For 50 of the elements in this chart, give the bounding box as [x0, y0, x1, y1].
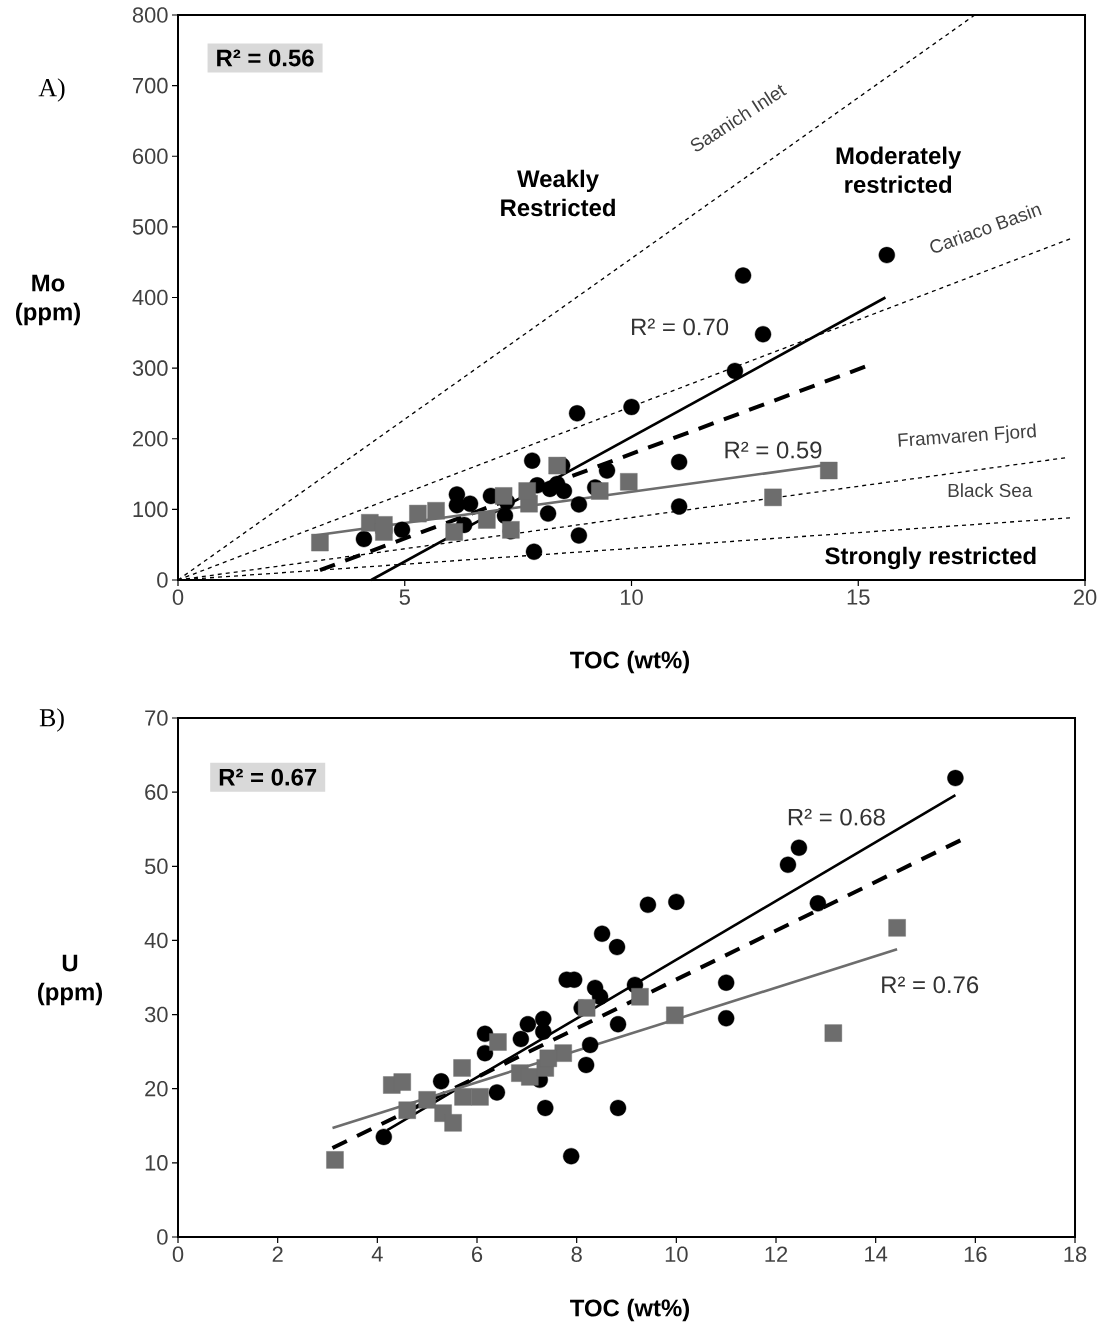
y-tick-label: 500	[132, 219, 168, 235]
y-tick-label: 400	[132, 289, 168, 306]
annotation: R² = 0.76	[882, 976, 979, 994]
x-tick-label: 15	[847, 589, 870, 605]
y-tick-label: 200	[133, 430, 168, 447]
annotation: R² = 0.56	[217, 49, 314, 67]
x-tick-label: 5	[399, 589, 410, 605]
y-tick-label: 40	[144, 932, 168, 949]
y-tick-label: 50	[144, 858, 168, 875]
annotation: Black Sea	[948, 483, 1033, 498]
y-tick-label: 600	[133, 148, 168, 164]
annotation: Moderately restricted	[836, 146, 962, 194]
y-tick-label: 0	[157, 1229, 168, 1245]
y-tick-label: 20	[145, 1080, 168, 1097]
y-tick-label: 70	[145, 710, 168, 726]
y-tick-label: 800	[132, 7, 168, 23]
annotation: Cariaco Basin	[930, 205, 1042, 253]
annotation: Strongly restricted	[825, 546, 1036, 570]
y-axis-title: U (ppm)	[37, 954, 102, 1006]
x-tick-label: 12	[765, 1246, 788, 1262]
x-tick-label: 20	[1073, 589, 1097, 606]
x-axis-title: TOC (wt%)	[570, 650, 690, 674]
x-tick-label: 10	[620, 589, 643, 606]
x-tick-label: 8	[571, 1246, 582, 1263]
x-tick-label: 4	[371, 1246, 383, 1262]
y-tick-label: 300	[132, 360, 168, 376]
y-axis-title: Mo (ppm)	[15, 274, 80, 326]
annotation: R² = 0.67	[219, 768, 317, 786]
annotation: R² = 0.68	[788, 808, 885, 826]
x-tick-label: 6	[472, 1246, 483, 1263]
annotation: Framvaren Fjord	[898, 423, 1036, 447]
y-tick-label: 0	[157, 572, 168, 588]
annotation: Weakly Restricted	[501, 169, 615, 217]
text: A)	[38, 78, 65, 102]
annotation: R² = 0.59	[725, 441, 822, 459]
x-tick-label: 2	[272, 1246, 283, 1262]
x-tick-label: 16	[964, 1246, 987, 1263]
x-tick-label: 14	[865, 1246, 888, 1262]
y-tick-label: 700	[133, 77, 168, 94]
x-tick-label: 18	[1064, 1246, 1087, 1263]
y-tick-label: 60	[145, 784, 168, 800]
x-tick-label: 0	[172, 1246, 184, 1263]
y-tick-label: 100	[133, 501, 168, 518]
y-tick-label: 10	[145, 1155, 168, 1171]
annotation: R² = 0.70	[632, 318, 729, 336]
chart-title: B)	[39, 708, 64, 732]
x-tick-label: 10	[665, 1246, 688, 1263]
y-tick-label: 30	[144, 1006, 168, 1023]
x-axis-title: TOC (wt%)	[570, 1298, 690, 1322]
x-tick-label: 0	[172, 589, 184, 606]
